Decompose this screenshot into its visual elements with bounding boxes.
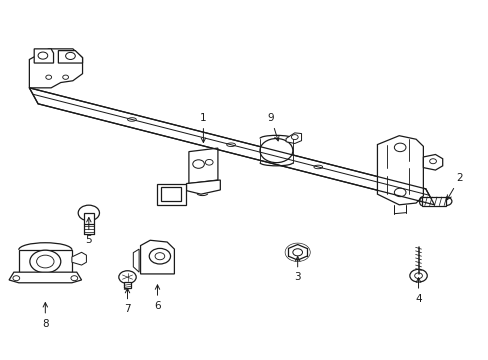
Circle shape (260, 139, 292, 163)
Polygon shape (29, 88, 434, 205)
Polygon shape (124, 282, 131, 288)
Polygon shape (188, 148, 218, 184)
Polygon shape (186, 180, 220, 194)
Circle shape (119, 271, 136, 283)
Polygon shape (19, 250, 72, 273)
Polygon shape (133, 249, 139, 272)
Text: 2: 2 (446, 173, 462, 200)
Polygon shape (421, 197, 445, 206)
Text: 1: 1 (200, 113, 206, 143)
Text: 4: 4 (414, 278, 421, 304)
Polygon shape (72, 252, 86, 265)
Text: 9: 9 (267, 113, 279, 141)
Polygon shape (29, 49, 82, 88)
Polygon shape (84, 213, 94, 224)
Circle shape (30, 250, 61, 273)
Text: 3: 3 (294, 257, 301, 283)
Polygon shape (161, 187, 180, 201)
Text: 7: 7 (124, 288, 131, 314)
Polygon shape (58, 51, 82, 63)
Polygon shape (377, 136, 423, 205)
Polygon shape (34, 49, 53, 63)
Polygon shape (156, 184, 185, 205)
Text: 5: 5 (85, 217, 92, 245)
Polygon shape (9, 272, 81, 283)
Text: 8: 8 (42, 303, 48, 329)
Text: 6: 6 (154, 285, 161, 311)
Circle shape (409, 269, 427, 282)
Circle shape (149, 248, 170, 264)
Polygon shape (285, 133, 301, 144)
Polygon shape (140, 240, 174, 274)
Circle shape (78, 205, 99, 221)
Polygon shape (423, 154, 442, 170)
